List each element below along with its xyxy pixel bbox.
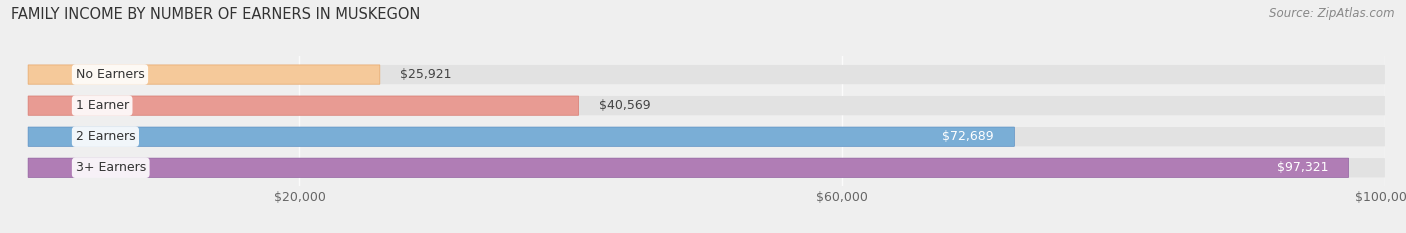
FancyBboxPatch shape: [28, 158, 1385, 177]
Text: $40,569: $40,569: [599, 99, 651, 112]
Text: 2 Earners: 2 Earners: [76, 130, 135, 143]
Text: FAMILY INCOME BY NUMBER OF EARNERS IN MUSKEGON: FAMILY INCOME BY NUMBER OF EARNERS IN MU…: [11, 7, 420, 22]
Text: $97,321: $97,321: [1277, 161, 1329, 174]
FancyBboxPatch shape: [28, 127, 1014, 146]
Text: 3+ Earners: 3+ Earners: [76, 161, 146, 174]
Text: 1 Earner: 1 Earner: [76, 99, 129, 112]
FancyBboxPatch shape: [28, 65, 1385, 84]
Text: $25,921: $25,921: [401, 68, 451, 81]
Text: $72,689: $72,689: [942, 130, 994, 143]
FancyBboxPatch shape: [28, 127, 1385, 146]
FancyBboxPatch shape: [28, 65, 380, 84]
Text: Source: ZipAtlas.com: Source: ZipAtlas.com: [1270, 7, 1395, 20]
FancyBboxPatch shape: [28, 158, 1348, 177]
FancyBboxPatch shape: [28, 96, 1385, 115]
FancyBboxPatch shape: [28, 96, 578, 115]
Text: No Earners: No Earners: [76, 68, 145, 81]
